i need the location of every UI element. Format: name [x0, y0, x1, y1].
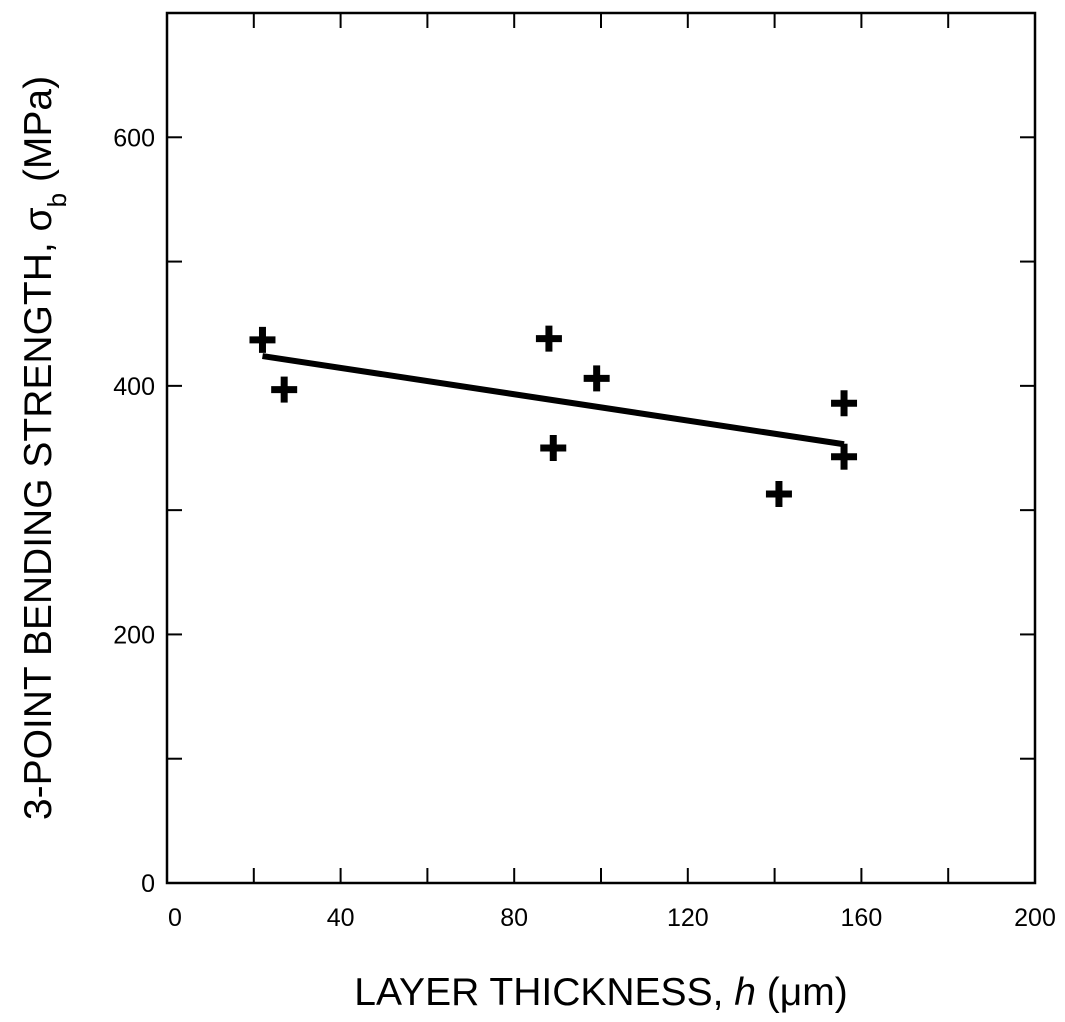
y-tick-label: 600 [113, 124, 155, 152]
data-point [766, 481, 792, 507]
y-tick-label: 400 [113, 373, 155, 401]
y-tick-label: 0 [141, 870, 155, 898]
x-axis-title-prefix: LAYER THICKNESS, [354, 971, 734, 1014]
data-point [540, 435, 566, 461]
fit-line-group [262, 356, 844, 444]
x-axis-title-unit: (μm) [756, 971, 848, 1014]
y-axis-title-symbol: σ [17, 207, 60, 231]
x-tick-label: 200 [1014, 904, 1056, 932]
data-point [584, 365, 610, 391]
data-point [271, 377, 297, 403]
y-axis-title: 3-POINT BENDING STRENGTH, σb (MPa) [17, 76, 72, 820]
data-point [831, 444, 857, 470]
axis-tick-labels: 0 40 80 120 160 200 0 200 400 600 [113, 124, 1056, 932]
x-axis-title: LAYER THICKNESS, h (μm) [354, 971, 848, 1014]
x-tick-label: 80 [500, 904, 528, 932]
x-tick-label: 160 [841, 904, 883, 932]
x-tick-label: 40 [327, 904, 355, 932]
data-points [249, 326, 857, 507]
plot-frame [167, 13, 1035, 883]
y-axis-title-prefix: 3-POINT BENDING STRENGTH, [17, 231, 60, 820]
y-axis-title-unit: (MPa) [17, 76, 60, 193]
fit-line [262, 356, 844, 444]
x-tick-label: 0 [168, 904, 182, 932]
x-tick-label: 120 [667, 904, 709, 932]
y-axis-title-subscript: b [42, 193, 72, 207]
axis-ticks [167, 13, 1035, 883]
data-point [536, 326, 562, 352]
data-point [831, 390, 857, 416]
y-tick-label: 200 [113, 621, 155, 649]
x-axis-title-variable: h [734, 971, 756, 1014]
data-point [249, 327, 275, 353]
